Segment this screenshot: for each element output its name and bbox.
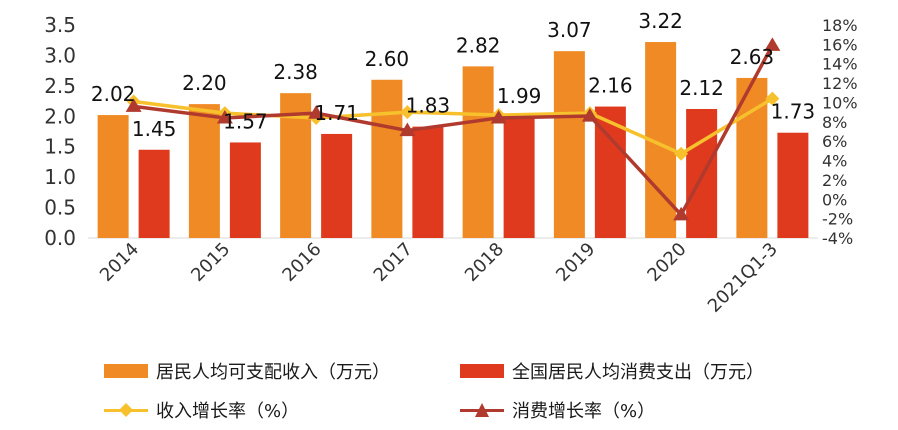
bar	[229, 142, 261, 238]
point-marker	[400, 105, 415, 120]
bar	[188, 104, 220, 238]
bar	[97, 115, 129, 238]
point-marker	[764, 37, 781, 51]
point-marker	[490, 109, 507, 124]
bar	[503, 116, 535, 238]
bar-value-label: 2.02	[91, 82, 136, 106]
bar	[138, 149, 170, 238]
x-tick-label: 2018	[461, 239, 508, 286]
bar-value-label: 3.07	[547, 18, 592, 42]
y-left-tick-label: 3.5	[44, 13, 76, 37]
point-marker	[308, 105, 325, 119]
y-right-tick-label: 12%	[822, 74, 858, 93]
bar	[412, 126, 444, 238]
y-right-tick-label: -4%	[822, 229, 853, 248]
y-right-tick-label: 8%	[822, 113, 847, 132]
y-right-tick-label: 4%	[822, 152, 847, 171]
x-tick-label: 2020	[643, 239, 690, 286]
x-tick-label: 2021Q1-3	[704, 239, 782, 317]
bar	[553, 51, 585, 238]
bar-value-label: 2.63	[730, 45, 775, 69]
point-marker	[581, 108, 598, 122]
y-right-tick-label: 2%	[822, 171, 847, 190]
point-marker	[216, 109, 233, 124]
y-right-tick-label: 0%	[822, 190, 847, 209]
data-labels: 2.02 2.20 2.38 2.60 2.82 3.07 3.22 2.63 1.45 1.57…	[91, 9, 815, 141]
x-tick-label: 2019	[552, 239, 599, 286]
y-right-tick-label: 16%	[822, 35, 858, 54]
point-marker	[673, 206, 690, 221]
bar-value-label: 1.73	[771, 100, 816, 124]
point-marker	[399, 122, 416, 137]
y-left-tick-label: 1.5	[44, 135, 76, 159]
y-right-tick-label: -2%	[822, 210, 853, 229]
y-left-tick-label: 1.0	[44, 165, 76, 189]
bar-value-label: 1.83	[406, 94, 451, 118]
y-left-tick-label: 0.5	[44, 196, 76, 220]
bar-value-label: 2.12	[679, 76, 724, 100]
y-right-tick-label: 18%	[822, 16, 858, 35]
bar-value-label: 2.38	[273, 60, 318, 84]
growth-lines	[125, 37, 781, 221]
series-line	[133, 97, 774, 156]
bar	[777, 132, 809, 238]
bar-value-label: 2.60	[365, 47, 410, 71]
bar-value-label: 1.71	[314, 101, 359, 125]
x-tick-label: 2014	[96, 239, 143, 286]
point-marker	[674, 146, 689, 161]
bar	[371, 79, 403, 239]
bar-value-label: 1.57	[223, 109, 268, 133]
bar-value-label: 3.22	[638, 9, 683, 33]
y-left-tick-label: 3.0	[44, 43, 76, 67]
y-left-tick-label: 0.0	[44, 226, 76, 250]
bar-value-label: 1.45	[132, 117, 177, 141]
bar-value-label: 2.20	[182, 71, 227, 95]
y-left-tick-label: 2.0	[44, 104, 76, 128]
bar	[321, 133, 353, 238]
y-right-tick-label: 10%	[822, 93, 858, 112]
point-marker	[765, 91, 780, 106]
x-tick-label: 2017	[370, 239, 417, 286]
bar-value-label: 1.99	[497, 84, 542, 108]
bar-value-label: 2.16	[588, 74, 633, 98]
bars	[97, 42, 809, 239]
y-right-tick-label: 14%	[822, 55, 858, 74]
bar	[462, 66, 494, 238]
x-tick-label: 2015	[187, 239, 234, 286]
x-tick-label: 2016	[278, 239, 325, 286]
bar-value-label: 2.82	[456, 33, 501, 57]
y-right-tick-label: 6%	[822, 132, 847, 151]
point-marker	[125, 98, 142, 112]
series-line	[133, 44, 774, 217]
y-left-tick-label: 2.5	[44, 74, 76, 98]
